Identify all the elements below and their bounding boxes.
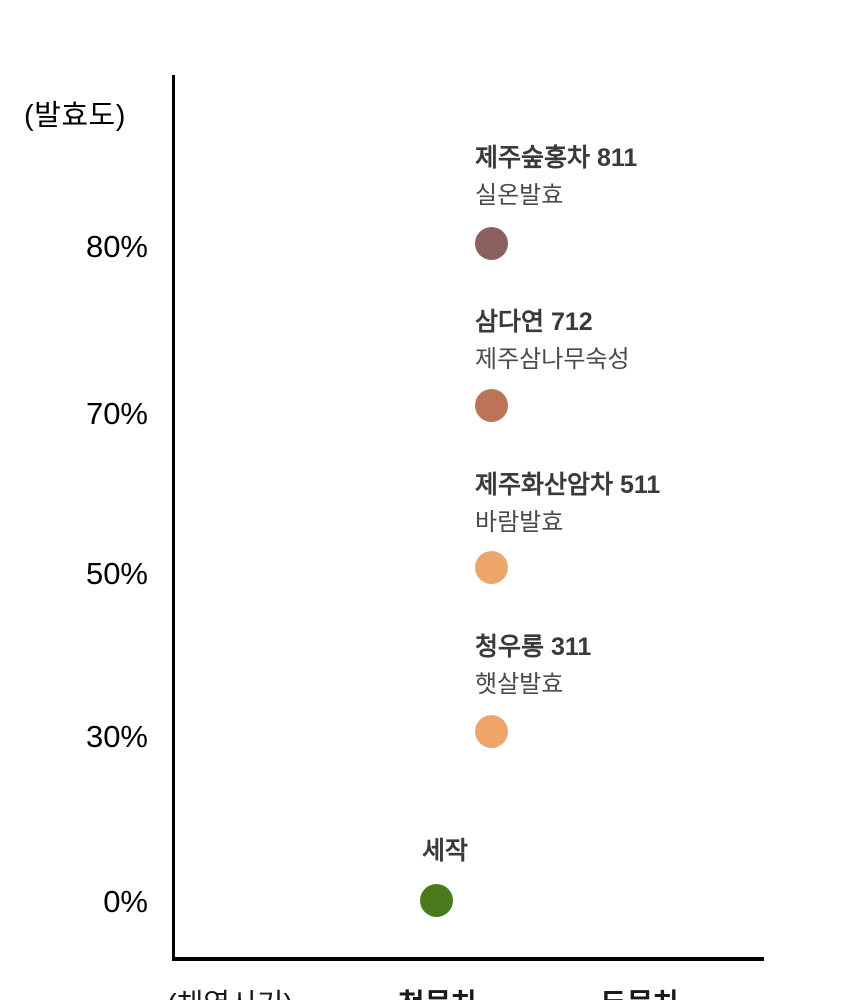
x-axis-line xyxy=(172,957,764,961)
y-tick-label-70: 70% xyxy=(85,396,148,431)
y-tick-label-0: 0% xyxy=(103,884,148,919)
x-axis-unit-label: (채엽시기) xyxy=(167,981,293,1000)
point-subtitle: 실온발효 xyxy=(475,182,564,209)
data-point-group: 청우롱 311 햇살발효 xyxy=(475,632,592,748)
data-point-dot xyxy=(475,551,508,584)
y-tick-label-50: 50% xyxy=(85,556,148,591)
point-title: 제주숲홍차 811 xyxy=(475,144,638,172)
x-category-label-2: 두물차 xyxy=(600,981,680,1000)
y-tick-label-30: 30% xyxy=(85,719,148,754)
data-point-group: 삼다연 712 제주삼나무숙성 xyxy=(475,307,630,422)
y-axis-line xyxy=(172,75,175,960)
y-axis-unit-label: (발효도) xyxy=(24,100,126,132)
point-title: 삼다연 712 xyxy=(475,308,593,336)
point-subtitle: 바람발효 xyxy=(475,509,564,536)
data-point-dot xyxy=(475,715,508,748)
data-point-dot xyxy=(475,227,508,260)
x-category-label-1: 첫물차 xyxy=(398,981,478,1000)
point-title: 세작 xyxy=(422,837,469,865)
point-subtitle: 햇살발효 xyxy=(475,671,564,698)
data-point-group: 제주화산암차 511 바람발효 xyxy=(475,470,661,584)
data-point-dot xyxy=(475,389,508,422)
point-subtitle: 제주삼나무숙성 xyxy=(475,346,630,373)
y-tick-label-80: 80% xyxy=(85,229,148,264)
point-title: 청우롱 311 xyxy=(475,633,592,661)
data-point-dot xyxy=(420,884,453,917)
point-title: 제주화산암차 511 xyxy=(475,471,661,499)
data-point-group: 세작 xyxy=(420,836,469,917)
data-point-group: 제주숲홍차 811 실온발효 xyxy=(475,143,638,260)
